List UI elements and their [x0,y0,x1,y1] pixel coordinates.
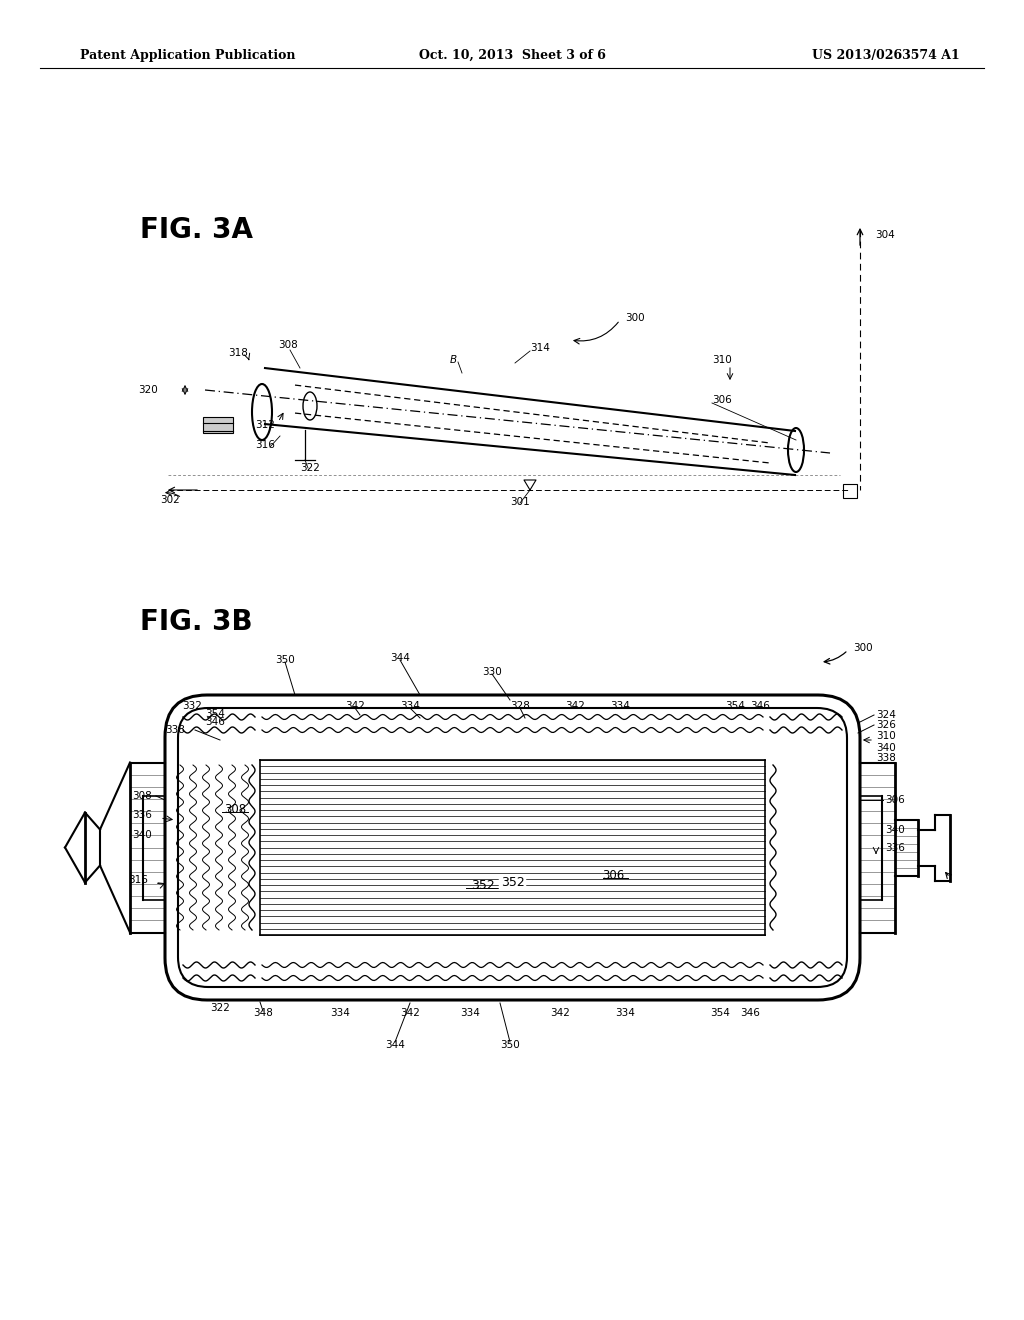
Text: 316: 316 [128,875,148,884]
Text: 300: 300 [625,313,645,323]
Text: 342: 342 [400,1008,420,1018]
Text: 301: 301 [510,498,529,507]
Text: 318: 318 [228,348,248,358]
Text: 334: 334 [610,701,630,711]
Text: 316: 316 [255,440,274,450]
Text: 342: 342 [345,701,365,711]
Text: 326: 326 [876,719,896,730]
Text: 340: 340 [876,743,896,752]
Text: 350: 350 [275,655,295,665]
Text: 300: 300 [853,643,872,653]
Text: 346: 346 [750,701,770,711]
Text: 336: 336 [885,843,905,853]
Text: 344: 344 [390,653,410,663]
Bar [843,484,857,498]
Text: 330: 330 [482,667,502,677]
Text: 312: 312 [255,420,274,430]
Text: 338: 338 [165,725,185,735]
Text: 322: 322 [300,463,319,473]
Text: 322: 322 [210,1003,230,1012]
Text: 340: 340 [885,825,905,836]
Text: 346: 346 [740,1008,760,1018]
Text: US 2013/0263574 A1: US 2013/0263574 A1 [812,49,961,62]
Text: 306: 306 [885,795,905,805]
Text: 342: 342 [550,1008,570,1018]
Text: 334: 334 [460,1008,480,1018]
Text: FIG. 3B: FIG. 3B [140,609,253,636]
Text: FIG. 3A: FIG. 3A [140,216,253,244]
Bar [203,417,233,433]
Text: 352: 352 [501,876,524,888]
Text: 306: 306 [712,395,732,405]
Text: Oct. 10, 2013  Sheet 3 of 6: Oct. 10, 2013 Sheet 3 of 6 [419,49,605,62]
Text: 308: 308 [224,803,246,816]
Text: 310: 310 [876,731,896,741]
Text: 334: 334 [330,1008,350,1018]
Text: 328: 328 [510,701,530,711]
Text: 344: 344 [385,1040,404,1049]
Text: 354: 354 [725,701,744,711]
Text: 338: 338 [876,752,896,763]
Text: 304: 304 [874,230,895,240]
Text: 348: 348 [253,1008,273,1018]
Text: 340: 340 [132,830,152,840]
Text: 320: 320 [138,385,158,395]
Text: Patent Application Publication: Patent Application Publication [80,49,296,62]
Text: B: B [450,355,457,366]
Text: 334: 334 [615,1008,635,1018]
Text: 332: 332 [182,701,202,711]
Text: 302: 302 [160,495,180,506]
Text: 310: 310 [712,355,732,366]
Text: 342: 342 [565,701,585,711]
Text: 354: 354 [710,1008,730,1018]
Text: 334: 334 [400,701,420,711]
Text: 306: 306 [602,869,625,882]
Text: 308: 308 [132,791,152,801]
Text: 308: 308 [278,341,298,350]
Text: 354: 354 [205,709,225,719]
Text: 346: 346 [205,717,225,727]
Text: 314: 314 [530,343,550,352]
Text: 352: 352 [471,879,495,892]
Text: 336: 336 [132,810,152,820]
Text: 324: 324 [876,710,896,719]
Text: 350: 350 [500,1040,520,1049]
